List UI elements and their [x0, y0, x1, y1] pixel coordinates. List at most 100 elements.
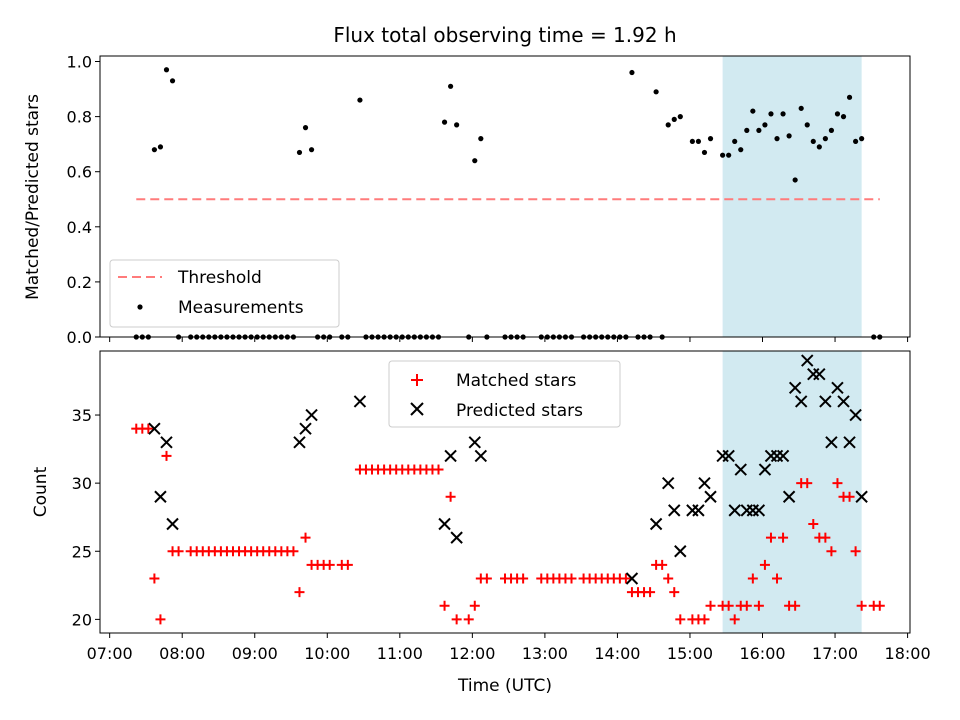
y-tick-label: 0.2: [67, 273, 92, 292]
matched-star-point: [705, 600, 716, 611]
matched-star-point: [772, 573, 783, 584]
predicted-star-point: [674, 545, 687, 558]
y-tick-label: 20: [72, 610, 92, 629]
bottom-legend-box: [388, 360, 621, 428]
matched-star-point: [669, 587, 680, 598]
measurement-point: [822, 136, 828, 142]
measurement-point: [163, 67, 170, 73]
measurement-point: [792, 177, 798, 183]
predicted-star-point: [686, 504, 699, 517]
y-tick-label: 0.4: [67, 218, 92, 237]
measurement-point: [786, 133, 792, 139]
measurement-point: [750, 108, 756, 114]
top-legend: Threshold Measurements: [109, 259, 340, 328]
measurement-point: [828, 127, 835, 133]
measurement-point: [447, 83, 454, 89]
matched-star-point: [173, 546, 184, 557]
predicted-star-point: [450, 531, 463, 544]
predicted-star-point: [837, 395, 850, 408]
predicted-star-point: [662, 476, 675, 490]
top-y-axis-label: Matched/Predicted stars: [23, 94, 43, 300]
legend-measurements-swatch: [137, 304, 143, 310]
measurement-point: [157, 144, 164, 150]
measurement-point: [840, 114, 847, 120]
measurement-point: [478, 136, 484, 142]
x-axis-label: Time (UTC): [457, 676, 552, 696]
top-y-ticks: 0.0 0.2 0.4 0.6 0.8 1.0: [67, 53, 100, 347]
measurement-point: [695, 138, 702, 145]
predicted-star-point: [776, 449, 790, 463]
predicted-star-point: [722, 449, 735, 463]
x-tick-label: 11:00: [377, 644, 423, 663]
matched-star-point: [699, 614, 710, 625]
predicted-star-point: [794, 395, 808, 408]
matched-star-point: [675, 614, 686, 625]
predicted-star-point: [801, 354, 814, 367]
matched-star-point: [844, 491, 855, 502]
matched-star-point: [753, 600, 764, 611]
matched-star-point: [765, 532, 776, 543]
measurement-point: [810, 138, 816, 145]
measurement-point: [441, 119, 448, 125]
top-panel: 0.0 0.2 0.4 0.6 0.8 1.0 Matched/Predicted sta…: [23, 53, 911, 347]
measurement-point: [169, 78, 176, 84]
x-tick-label: 09:00: [232, 644, 278, 663]
matched-star-point: [820, 532, 831, 543]
predicted-star-point: [831, 381, 844, 394]
predicted-star-point: [474, 449, 488, 463]
legend-threshold-label: Threshold: [177, 268, 262, 288]
x-tick-label: 17:00: [812, 644, 858, 663]
measurement-point: [689, 138, 695, 145]
matched-star-point: [790, 600, 801, 611]
bottom-axes-frame: [99, 350, 911, 634]
predicted-star-point: [813, 367, 826, 381]
matched-star-point: [445, 491, 456, 502]
x-tick-label: 12:00: [449, 644, 495, 663]
matched-star-point: [747, 573, 758, 584]
x-tick-label: 16:00: [739, 644, 785, 663]
x-tick-label: 13:00: [522, 644, 568, 663]
legend-matched-swatch: [411, 374, 423, 386]
predicted-star-point: [148, 422, 161, 435]
predicted-star-point: [819, 395, 832, 408]
measurement-point: [454, 122, 460, 128]
y-tick-label: 35: [72, 406, 92, 425]
matched-star-point: [729, 614, 740, 625]
chart-title: Flux total observing time = 1.92 h: [333, 23, 676, 47]
measurement-point: [804, 122, 810, 128]
x-tick-label: 14:00: [594, 644, 640, 663]
measurement-point: [726, 152, 732, 158]
bottom-y-axis-label: Count: [31, 466, 51, 517]
measurement-point: [744, 127, 750, 133]
matched-star-point: [294, 587, 305, 598]
predicted-star-point: [734, 463, 747, 476]
predicted-star-point: [843, 436, 856, 449]
measurement-point: [629, 69, 635, 76]
predicted-star-point: [758, 463, 772, 476]
matched-star-point: [161, 450, 172, 461]
predicted-star-point: [166, 517, 179, 531]
bottom-legend: Matched stars Predicted stars: [388, 360, 621, 428]
predicted-star-point: [299, 422, 312, 435]
x-tick-label: 07:00: [87, 644, 133, 663]
matched-star-point: [856, 600, 867, 611]
predicted-star-point: [353, 395, 367, 408]
measurement-point: [308, 147, 315, 153]
predicted-star-point: [668, 504, 681, 517]
measurement-point: [720, 152, 726, 158]
legend-measurements-label: Measurements: [178, 298, 304, 318]
predicted-star-point: [160, 436, 173, 449]
measurement-point: [762, 122, 768, 128]
bottom-panel: 20 25 30 35 07:00 08:00 09:00 10:00 11:00 12:00 1…: [31, 350, 931, 696]
measurement-point: [774, 136, 780, 142]
matched-star-point: [288, 546, 299, 557]
measurement-point: [834, 111, 841, 117]
predicted-star-point: [444, 449, 457, 463]
predicted-star-point: [728, 504, 741, 517]
predicted-star-point: [849, 408, 862, 422]
matched-star-point: [657, 559, 668, 570]
predicted-star-point: [293, 436, 306, 449]
matched-star-point: [826, 546, 837, 557]
matched-star-point: [645, 587, 656, 598]
